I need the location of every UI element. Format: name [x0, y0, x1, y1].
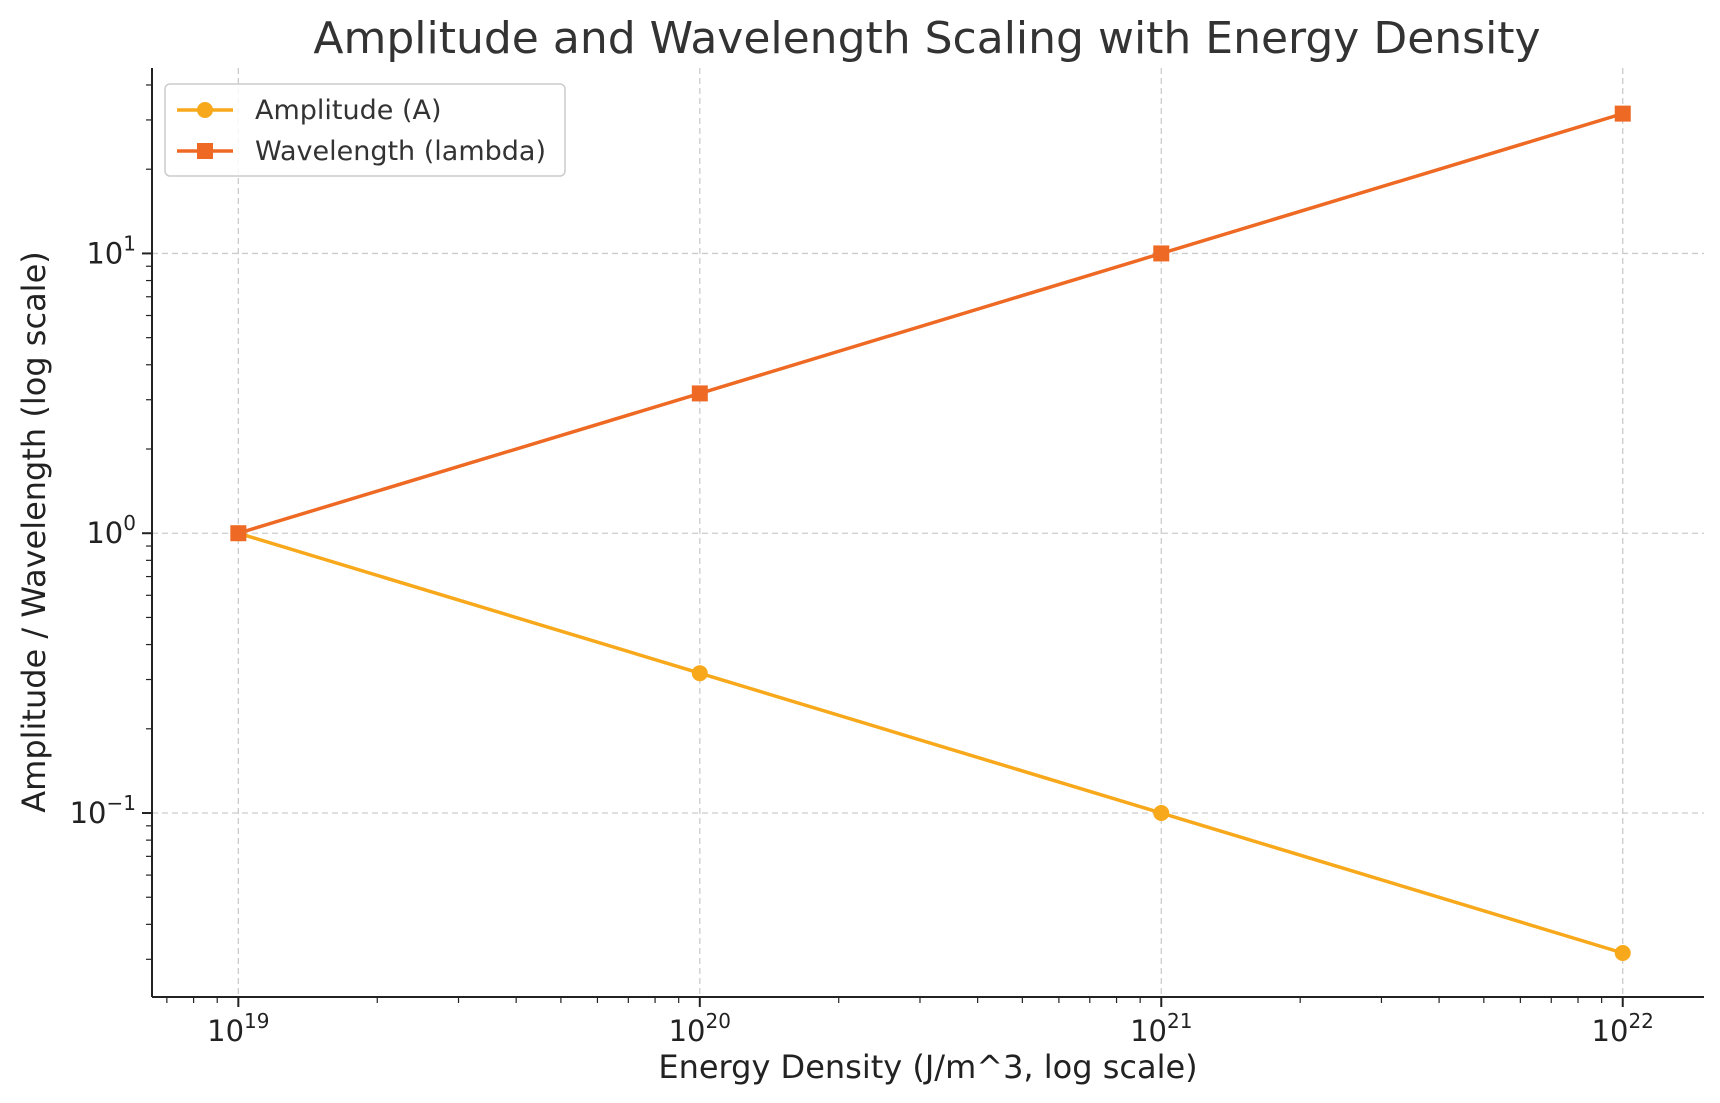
y-tick-label-exponent: −1 — [107, 791, 136, 815]
legend: Amplitude (A) Wavelength (lambda) — [164, 83, 566, 177]
legend-amplitude-label: Amplitude (A) — [255, 95, 441, 126]
x-tick-label: 1021 — [1130, 1009, 1192, 1048]
y-tick-label: 100 — [86, 511, 136, 550]
amplitude-point — [1614, 944, 1631, 961]
x-tick-label-base: 10 — [1130, 1014, 1167, 1048]
amplitude-line — [237, 531, 1624, 955]
wavelength-point — [1614, 105, 1631, 122]
x-tick-label: 1020 — [669, 1009, 731, 1048]
x-tick-label-base: 10 — [1592, 1014, 1629, 1048]
y-tick-label: 101 — [86, 231, 136, 270]
x-tick-label: 1019 — [207, 1009, 269, 1048]
y-tick-label-base: 10 — [86, 516, 123, 550]
x-tick-label-base: 10 — [669, 1014, 706, 1048]
y-tick-label-exponent: 1 — [123, 231, 136, 255]
x-tick-label-exponent: 22 — [1628, 1009, 1653, 1033]
grid — [152, 68, 1704, 997]
amplitude-point — [691, 665, 708, 682]
x-tick-label-exponent: 21 — [1167, 1009, 1192, 1033]
legend-wavelength-label: Wavelength (lambda) — [255, 136, 546, 167]
y-tick-label-base: 10 — [86, 236, 123, 270]
y-tick-label-base: 10 — [70, 796, 107, 830]
legend-box — [164, 83, 566, 177]
amplitude-point — [1153, 805, 1170, 822]
x-tick-label-base: 10 — [207, 1014, 244, 1048]
wavelength-point — [691, 385, 708, 402]
y-axis-label: Amplitude / Wavelength (log scale) — [15, 251, 53, 812]
x-tick-label-exponent: 19 — [244, 1009, 269, 1033]
y-tick-label: 10−1 — [70, 791, 136, 830]
x-tick-label: 1022 — [1592, 1009, 1654, 1048]
wavelength-point — [1153, 245, 1170, 262]
y-tick-label-exponent: 0 — [123, 511, 136, 535]
chart-title: Amplitude and Wavelength Scaling with En… — [313, 13, 1540, 64]
legend-amplitude-marker — [197, 102, 213, 118]
wavelength-point — [230, 525, 247, 542]
x-axis-label: Energy Density (J/m^3, log scale) — [658, 1048, 1197, 1086]
x-tick-label-exponent: 20 — [706, 1009, 731, 1033]
series — [230, 105, 1631, 961]
legend-wavelength-marker — [197, 143, 213, 159]
axes — [151, 68, 1704, 998]
wavelength-line — [237, 111, 1624, 535]
